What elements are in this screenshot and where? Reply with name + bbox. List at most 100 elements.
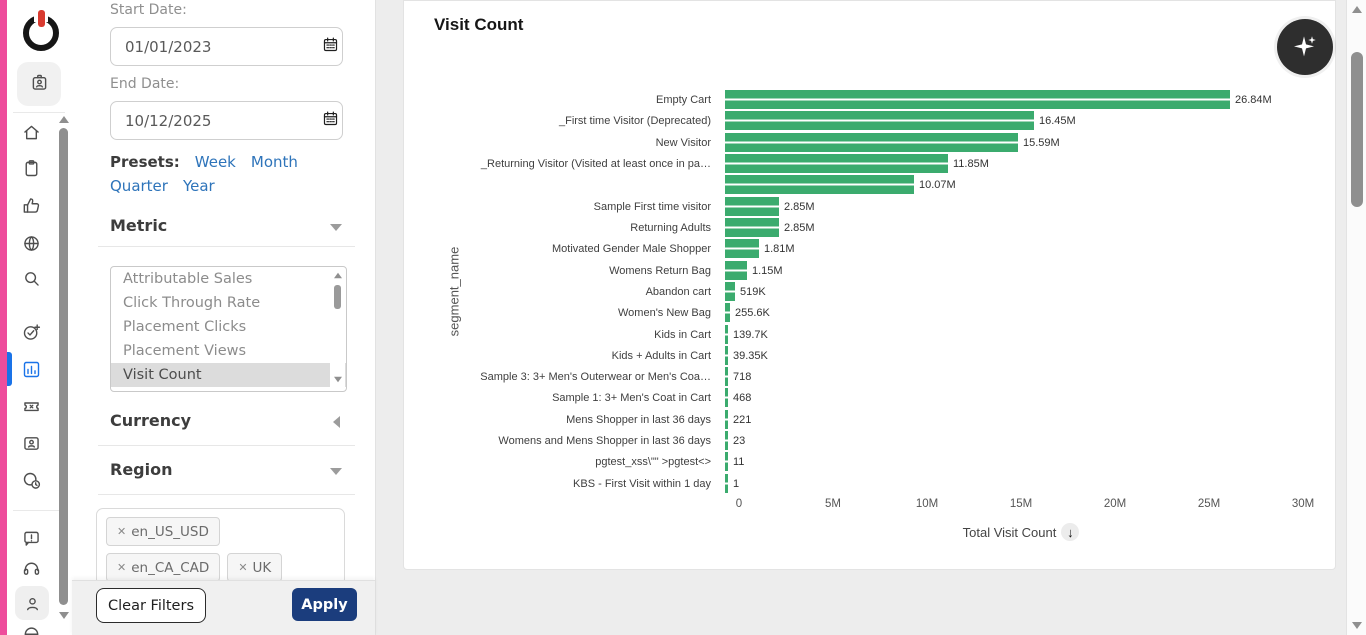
x-axis-tick: 0 <box>735 498 743 510</box>
bar[interactable] <box>725 367 728 386</box>
category-label: Sample First time visitor <box>593 200 711 213</box>
sidebar-scrollbar-thumb[interactable] <box>59 128 68 605</box>
sidebar-item-home-icon[interactable] <box>21 122 42 143</box>
sidebar-item-person-icon[interactable] <box>15 586 49 620</box>
start-date-calendar-button[interactable] <box>319 28 342 65</box>
bar[interactable] <box>725 388 728 407</box>
preset-link-year[interactable]: Year <box>182 177 215 195</box>
preset-link-week[interactable]: Week <box>194 153 236 171</box>
app-logo[interactable] <box>20 10 62 52</box>
sidebar-item-contact-card-icon[interactable] <box>21 433 42 454</box>
sidebar-item-thumbs-up-icon[interactable] <box>21 195 42 216</box>
page-scrollbar <box>1346 0 1366 635</box>
bar[interactable] <box>725 218 779 237</box>
preset-link-quarter[interactable]: Quarter <box>110 177 168 195</box>
preset-link-month[interactable]: Month <box>250 153 298 171</box>
sidebar-item-headset-icon[interactable] <box>21 558 42 579</box>
category-label: Kids in Cart <box>654 328 711 341</box>
region-section-header[interactable]: Region <box>110 460 173 479</box>
bar[interactable] <box>725 303 730 322</box>
x-axis-tick: 20M <box>1103 498 1127 510</box>
region-tag-label: en_CA_CAD <box>131 559 210 576</box>
remove-tag-icon[interactable]: ✕ <box>117 561 127 574</box>
remove-tag-icon[interactable]: ✕ <box>117 525 127 538</box>
apply-button[interactable]: Apply <box>292 588 357 621</box>
sidebar-item-clipboard-icon[interactable] <box>21 158 42 179</box>
bar-value-label: 255.6K <box>735 306 770 319</box>
metric-collapse-chevron-icon[interactable] <box>330 224 342 231</box>
sidebar-item-globe-icon[interactable] <box>21 233 42 254</box>
bar[interactable] <box>725 261 747 280</box>
list-scroll-up-arrow[interactable] <box>334 272 342 279</box>
chart-bar-row: Abandon cart 519K <box>404 281 1324 302</box>
chart-bar-row: Returning Adults 2.85M <box>404 217 1324 238</box>
currency-collapse-chevron-icon[interactable] <box>333 416 340 428</box>
bar[interactable] <box>725 282 735 301</box>
bar-value-label: 39.35K <box>733 349 768 362</box>
bar-value-label: 1 <box>733 477 740 490</box>
end-date-input[interactable] <box>111 111 319 130</box>
bar[interactable] <box>725 325 728 344</box>
sidebar-item-search-icon[interactable] <box>21 268 42 289</box>
sidebar-item-globe-partial-icon[interactable] <box>21 622 42 635</box>
bar[interactable] <box>725 197 779 216</box>
sidebar-scroll-down-arrow[interactable] <box>59 612 69 619</box>
sidebar-item-history-clock-icon[interactable] <box>21 470 42 491</box>
metric-option[interactable]: Placement Views <box>123 343 247 359</box>
bar[interactable] <box>725 239 759 258</box>
sort-descending-arrow-icon[interactable]: ↓ <box>1061 523 1080 541</box>
chart-bar-row: Kids in Cart 139.7K <box>404 324 1324 345</box>
category-label: Abandon cart <box>645 285 711 298</box>
bar[interactable] <box>725 175 914 194</box>
sidebar-item-check-circle-plus-icon[interactable] <box>21 322 42 343</box>
metric-option[interactable]: Placement Clicks <box>123 319 247 335</box>
bar[interactable] <box>725 474 728 493</box>
sidebar-item-ticket-icon[interactable] <box>21 396 42 417</box>
region-tag[interactable]: ✕ en_US_USD <box>106 517 220 546</box>
clear-filters-button[interactable]: Clear Filters <box>96 588 206 623</box>
calendar-icon <box>322 110 339 131</box>
category-label: _Returning Visitor (Visited at least onc… <box>480 157 711 170</box>
metric-option[interactable]: Click Through Rate <box>123 295 261 311</box>
sidebar-item-bar-chart-icon[interactable] <box>21 359 42 380</box>
chart-bar-row: _First time Visitor (Deprecated) 16.45M <box>404 110 1324 131</box>
metric-section-header[interactable]: Metric <box>110 216 168 235</box>
bar[interactable] <box>725 346 728 365</box>
currency-section-header[interactable]: Currency <box>110 411 192 430</box>
page-scroll-down-arrow[interactable] <box>1352 622 1362 629</box>
bar-value-label: 2.85M <box>784 221 815 234</box>
sidebar-item-chat-alert-icon[interactable] <box>21 528 42 549</box>
category-label: Motivated Gender Male Shopper <box>552 242 711 255</box>
bar[interactable] <box>725 90 1230 109</box>
region-tag[interactable]: ✕ UK <box>227 553 283 582</box>
sidebar-scroll-up-arrow[interactable] <box>59 116 69 123</box>
ai-sparkle-button[interactable] <box>1277 19 1333 75</box>
end-date-calendar-button[interactable] <box>319 102 342 139</box>
category-label: Womens and Mens Shopper in last 36 days <box>498 434 711 447</box>
page-scrollbar-thumb[interactable] <box>1351 52 1363 207</box>
bar[interactable] <box>725 431 728 450</box>
region-tag[interactable]: ✕ en_CA_CAD <box>106 553 221 582</box>
page-scroll-up-arrow[interactable] <box>1352 6 1362 13</box>
metric-option[interactable]: Attributable Sales <box>123 271 253 287</box>
start-date-input[interactable] <box>111 37 319 56</box>
bar[interactable] <box>725 154 948 173</box>
list-scroll-down-arrow[interactable] <box>334 376 342 383</box>
bar[interactable] <box>725 133 1018 152</box>
chart-bar-row: Mens Shopper in last 36 days 221 <box>404 409 1324 430</box>
chart-bar-row: Kids + Adults in Cart 39.35K <box>404 345 1324 366</box>
region-collapse-chevron-icon[interactable] <box>330 468 342 475</box>
remove-tag-icon[interactable]: ✕ <box>238 561 248 574</box>
metric-option[interactable]: Visit Count <box>111 363 346 387</box>
region-tag-container: ✕en_US_USD✕en_CA_CAD✕UK✕EU✕es_US_USD <box>96 508 345 618</box>
filter-panel: Start Date: End Date: Presets: Week Month… <box>72 0 376 635</box>
list-scrollbar-thumb[interactable] <box>334 285 341 309</box>
bar-value-label: 139.7K <box>733 328 768 341</box>
bar[interactable] <box>725 452 728 471</box>
workspace-badge-button[interactable] <box>17 62 61 106</box>
category-label: Empty Cart <box>655 93 711 106</box>
bar[interactable] <box>725 410 728 429</box>
category-label: Mens Shopper in last 36 days <box>566 413 711 426</box>
bar[interactable] <box>725 111 1034 130</box>
